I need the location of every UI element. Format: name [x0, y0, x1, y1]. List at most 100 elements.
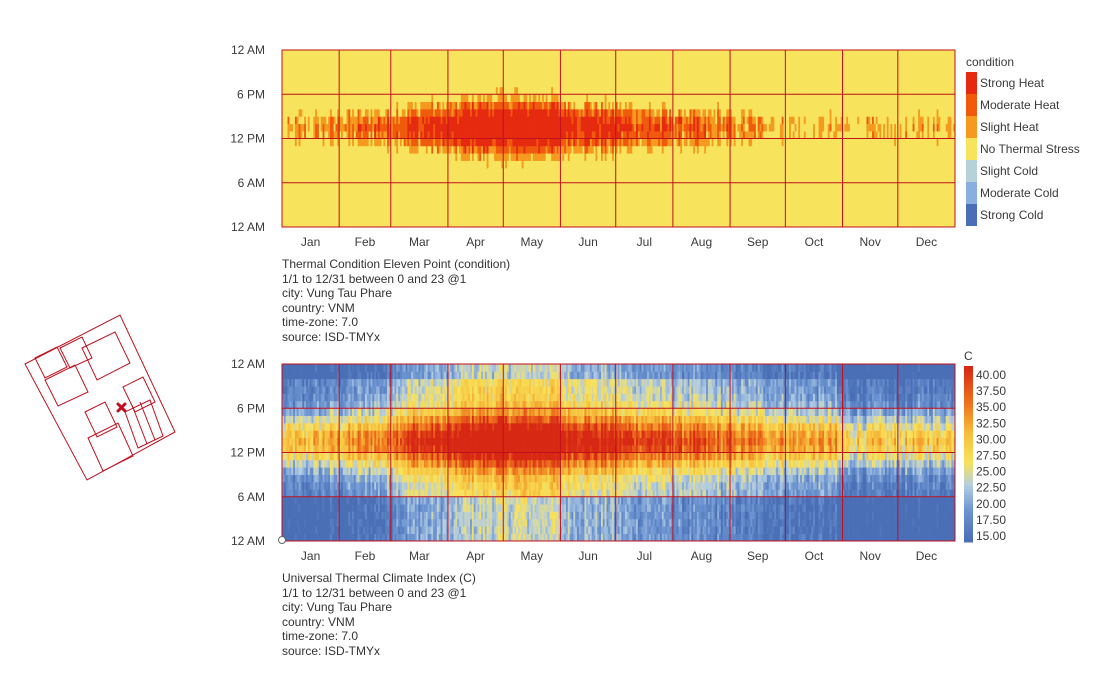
heatmap-cell — [333, 212, 336, 220]
heatmap-cell — [470, 168, 473, 176]
heatmap-cell — [291, 182, 294, 191]
heatmap-cell — [401, 204, 405, 213]
heatmap-cell — [339, 72, 342, 80]
heatmap-cell — [385, 168, 388, 176]
heatmap-cell — [412, 50, 416, 58]
heatmap-cell — [307, 190, 310, 198]
heatmap-cell — [398, 153, 401, 161]
heatmap-cell — [326, 79, 329, 88]
heatmap-cell — [407, 101, 410, 110]
heatmap-cell — [309, 153, 312, 161]
heatmap-cell — [385, 86, 388, 95]
heatmap-cell — [420, 101, 423, 110]
heatmap-cell — [300, 168, 303, 176]
heatmap-cell — [350, 204, 353, 213]
heatmap-cell — [400, 197, 403, 206]
heatmap-cell — [449, 197, 452, 206]
heatmap-cell — [475, 50, 478, 58]
heatmap-cell — [363, 212, 366, 220]
heatmap-cell — [320, 175, 323, 184]
heatmap-cell — [363, 72, 366, 80]
heatmap-cell — [344, 182, 347, 191]
heatmap-cell — [433, 168, 436, 176]
heatmap-cell — [459, 116, 462, 125]
heatmap-cell — [400, 168, 403, 176]
heatmap-cell — [357, 94, 360, 102]
heatmap-cell — [289, 94, 292, 102]
heatmap-cell — [304, 116, 307, 125]
heatmap-cell — [342, 101, 346, 110]
heatmap-cell — [411, 116, 414, 125]
heatmap-cell — [451, 79, 454, 88]
heatmap-cell — [348, 212, 351, 220]
heatmap-cell — [352, 175, 355, 184]
heatmap-cell — [436, 145, 440, 154]
heatmap-cell — [438, 101, 441, 110]
heatmap-cell — [453, 197, 456, 206]
heatmap-cell — [355, 79, 358, 88]
heatmap-cell — [403, 72, 406, 80]
heatmap-cell — [304, 204, 307, 213]
heatmap-cell — [372, 123, 375, 132]
heatmap-cell — [425, 50, 429, 58]
heatmap-cell — [447, 64, 451, 73]
heatmap-cell — [328, 175, 331, 184]
heatmap-cell — [435, 197, 438, 206]
heatmap-cell — [466, 175, 469, 184]
heatmap-cell — [460, 182, 464, 191]
heatmap-cell — [315, 116, 318, 125]
heatmap-cell — [353, 123, 357, 132]
heatmap-cell — [464, 57, 467, 66]
heatmap-cell — [350, 116, 353, 125]
heatmap-cell — [353, 197, 357, 206]
heatmap-cell — [282, 64, 285, 73]
heatmap-cell — [318, 72, 322, 80]
heatmap-cell — [444, 72, 447, 80]
heatmap-cell — [388, 123, 392, 132]
heatmap-cell — [293, 145, 296, 154]
heatmap-cell — [387, 94, 390, 102]
heatmap-cell — [322, 94, 325, 102]
heatmap-cell — [282, 219, 285, 228]
heatmap-cell — [366, 64, 370, 73]
heatmap-cell — [396, 175, 399, 184]
heatmap-cell — [335, 145, 338, 154]
heatmap-cell — [291, 204, 294, 213]
heatmap-cell — [311, 175, 314, 184]
heatmap-cell — [326, 86, 329, 95]
heatmap-cell — [462, 86, 465, 95]
heatmap-cell — [405, 64, 408, 73]
heatmap-cell — [466, 138, 469, 147]
heatmap-cell — [285, 109, 288, 117]
heatmap-cell — [350, 168, 353, 176]
heatmap-cell — [440, 204, 443, 213]
heatmap-cell — [348, 175, 351, 184]
heatmap-cell — [309, 182, 312, 191]
heatmap-cell — [451, 123, 454, 132]
heatmap-cell — [470, 204, 473, 213]
heatmap-cell — [355, 101, 358, 110]
heatmap-cell — [368, 86, 371, 95]
heatmap-cell — [300, 94, 303, 102]
heatmap-cell — [335, 57, 338, 66]
heatmap-cell — [331, 79, 334, 88]
heatmap-cell — [459, 94, 462, 102]
heatmap-cell — [403, 160, 406, 169]
heatmap-cell — [449, 182, 452, 191]
heatmap-cell — [309, 212, 312, 220]
heatmap-cell — [459, 160, 462, 169]
heatmap-cell — [412, 86, 416, 95]
heatmap-cell — [453, 57, 456, 66]
heatmap-cell — [471, 64, 475, 73]
heatmap-cell — [348, 197, 351, 206]
heatmap-cell — [477, 138, 480, 147]
heatmap-cell — [407, 190, 410, 198]
heatmap-cell — [401, 145, 405, 154]
heatmap-cell — [477, 160, 480, 169]
heatmap-cell — [329, 190, 333, 198]
heatmap-cell — [328, 86, 331, 95]
heatmap-cell — [420, 50, 423, 58]
heatmap-cell — [466, 160, 469, 169]
heatmap-cell — [350, 197, 353, 206]
heatmap-cell — [315, 197, 318, 206]
